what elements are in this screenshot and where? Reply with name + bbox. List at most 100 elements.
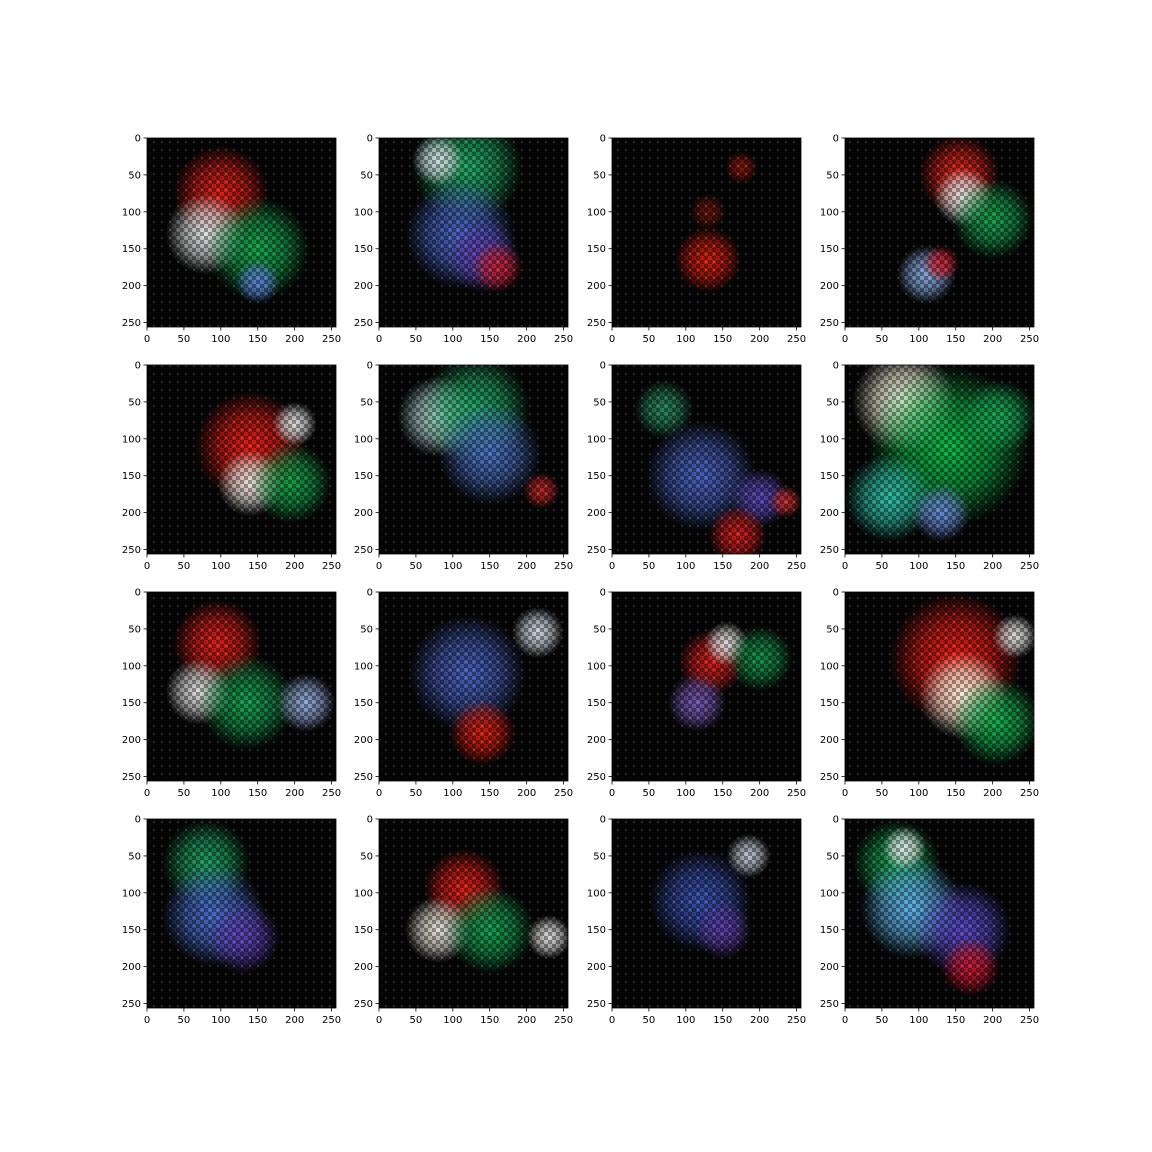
y-tick-label: 150 [354, 244, 373, 255]
x-tick-label: 0 [609, 561, 615, 572]
y-tick-label: 50 [128, 397, 141, 408]
axes-frame [378, 818, 569, 1009]
axes-frame [378, 137, 569, 328]
x-tick-label: 150 [946, 1015, 965, 1026]
x-tick-label: 0 [609, 788, 615, 799]
x-tick-label: 50 [178, 561, 191, 572]
y-tick-label: 200 [820, 962, 839, 973]
x-tick-label: 200 [517, 561, 536, 572]
y-tick-label: 200 [122, 962, 141, 973]
x-tick-label: 200 [285, 788, 304, 799]
y-tick-label: 200 [354, 508, 373, 519]
y-tick-label: 100 [354, 207, 373, 218]
y-tick-label: 50 [128, 624, 141, 635]
x-tick-label: 0 [144, 1015, 150, 1026]
generated-image [379, 819, 568, 1008]
y-tick-label: 200 [122, 508, 141, 519]
y-tick-label: 200 [354, 281, 373, 292]
y-tick-label: 50 [593, 397, 606, 408]
y-tick-label: 0 [833, 815, 839, 826]
y-tick-label: 250 [587, 545, 606, 556]
artifact-texture [612, 819, 801, 1008]
y-tick-label: 250 [354, 545, 373, 556]
y-tick-label: 50 [826, 170, 839, 181]
y-tick-label: 150 [354, 698, 373, 709]
y-tick-label: 0 [833, 134, 839, 145]
y-tick-label: 50 [593, 170, 606, 181]
y-tick-label: 200 [820, 281, 839, 292]
y-tick-label: 150 [122, 471, 141, 482]
y-tick-label: 0 [833, 588, 839, 599]
x-tick-label: 100 [211, 788, 230, 799]
x-tick-label: 200 [983, 334, 1002, 345]
artifact-texture [147, 592, 336, 781]
y-tick-label: 200 [122, 281, 141, 292]
y-tick-label: 50 [360, 397, 373, 408]
x-tick-label: 250 [322, 1015, 341, 1026]
x-tick-label: 0 [609, 1015, 615, 1026]
x-tick-label: 100 [676, 1015, 695, 1026]
y-tick-label: 0 [833, 361, 839, 372]
y-tick-label: 50 [826, 624, 839, 635]
axes-frame [611, 591, 802, 782]
x-tick-label: 150 [946, 334, 965, 345]
x-tick-label: 100 [909, 788, 928, 799]
x-tick-label: 50 [178, 334, 191, 345]
x-tick-label: 100 [909, 1015, 928, 1026]
y-tick-label: 250 [354, 772, 373, 783]
y-tick-label: 150 [587, 244, 606, 255]
x-tick-label: 150 [480, 1015, 499, 1026]
y-tick-label: 150 [122, 244, 141, 255]
x-tick-label: 250 [554, 1015, 573, 1026]
x-tick-label: 100 [676, 334, 695, 345]
y-tick-label: 50 [360, 170, 373, 181]
y-tick-label: 200 [587, 508, 606, 519]
y-tick-label: 50 [128, 170, 141, 181]
x-tick-label: 250 [554, 561, 573, 572]
x-tick-label: 200 [750, 561, 769, 572]
x-tick-label: 50 [643, 334, 656, 345]
x-tick-label: 100 [443, 1015, 462, 1026]
x-tick-label: 50 [178, 788, 191, 799]
x-tick-label: 200 [285, 334, 304, 345]
x-tick-label: 0 [144, 788, 150, 799]
generated-image [379, 592, 568, 781]
generated-image [612, 365, 801, 554]
x-tick-label: 0 [842, 1015, 848, 1026]
y-tick-label: 0 [600, 361, 606, 372]
generated-image [147, 365, 336, 554]
artifact-texture [379, 592, 568, 781]
y-tick-label: 150 [354, 471, 373, 482]
axes-frame [844, 591, 1035, 782]
artifact-texture [845, 819, 1034, 1008]
y-tick-label: 150 [587, 698, 606, 709]
y-tick-label: 250 [354, 999, 373, 1010]
y-tick-label: 100 [354, 434, 373, 445]
x-tick-label: 150 [248, 788, 267, 799]
y-tick-label: 150 [820, 244, 839, 255]
axes-frame [611, 818, 802, 1009]
x-tick-label: 100 [211, 561, 230, 572]
axes-frame [844, 818, 1035, 1009]
x-tick-label: 0 [144, 561, 150, 572]
x-tick-label: 100 [211, 1015, 230, 1026]
y-tick-label: 50 [593, 624, 606, 635]
x-tick-label: 100 [909, 334, 928, 345]
generated-image [147, 819, 336, 1008]
artifact-texture [612, 592, 801, 781]
y-tick-label: 50 [593, 851, 606, 862]
generated-image [845, 138, 1034, 327]
artifact-texture [845, 138, 1034, 327]
y-tick-label: 150 [122, 698, 141, 709]
x-tick-label: 150 [248, 1015, 267, 1026]
y-tick-label: 50 [826, 397, 839, 408]
y-tick-label: 0 [135, 588, 141, 599]
y-tick-label: 0 [600, 588, 606, 599]
